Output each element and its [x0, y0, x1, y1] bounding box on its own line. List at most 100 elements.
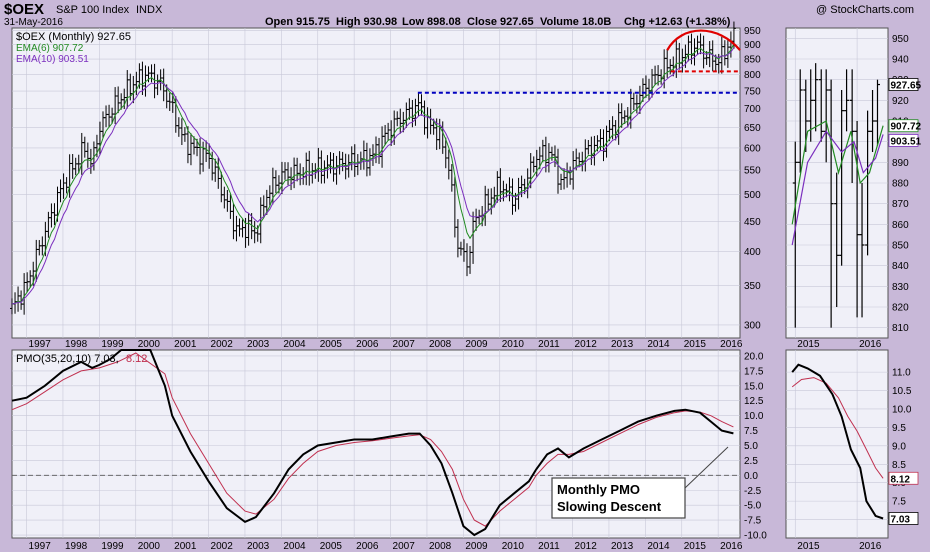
pmo-panel: -10.0 -7.5 -5.0 -2.5 0.0 2.5 5.0 7.5 10.0 12.5 15.…: [11, 349, 767, 552]
pmo-ytick-label: 0.0: [744, 471, 758, 482]
pmozoom-xtick-label: 2015: [797, 541, 820, 552]
price-ytick-label: 500: [744, 190, 761, 201]
callout-pointer: [684, 446, 729, 489]
zoom-ytick-label: 880: [892, 179, 909, 190]
price-ytick-label: 400: [744, 247, 761, 258]
callout-box: [551, 477, 686, 519]
pmo-xtick-label: 2012: [575, 541, 598, 552]
pmo-xtick-label: 2014: [647, 541, 670, 552]
price-ytick-label: 350: [744, 281, 761, 292]
zoom-last-ema6-label: 907.72: [891, 122, 922, 133]
pmo-xtick-label: 2011: [538, 541, 560, 552]
ema10-legend-label: EMA(10) 903.51: [16, 54, 89, 65]
pmo-legend-signal: 8.12: [126, 353, 147, 365]
low-stat: Low 898.08: [402, 16, 461, 28]
zoom-ytick-label: 940: [892, 55, 909, 66]
zoom-last-close-label-box: [888, 78, 919, 91]
pmo-xtick-label: 2003: [247, 541, 270, 552]
pmo-xtick-label: 2000: [138, 541, 161, 552]
close-stat: Close 927.65: [467, 16, 534, 28]
price-ytick-label: 750: [744, 87, 761, 98]
callout-line-1: Monthly PMO: [557, 482, 640, 497]
pmo-xtick-label: 2007: [393, 541, 416, 552]
zoom-ema10-line: [791, 130, 884, 246]
price-panel: 300 350 400 450 500 550 600 650 700 750 800 850 900 9…: [10, 21, 761, 350]
pmo-zoom-panel: 7.07.58.08.59.09.510.010.511.0201520168.…: [785, 349, 919, 552]
ema10-line: [11, 47, 735, 305]
zoom-last-ema10-label-box: [888, 134, 919, 147]
zoom-ytick-label: 860: [892, 220, 909, 231]
pmozoom-ytick-label: 10.5: [892, 386, 912, 397]
price-xtick-label: 2006: [356, 339, 379, 350]
price-xtick-label: 2001: [174, 339, 197, 350]
zoom-ytick-label: 890: [892, 158, 909, 169]
pmo-ytick-label: 2.5: [744, 456, 758, 467]
pmo-ytick-label: -2.5: [744, 486, 762, 497]
pmo-xtick-label: 2002: [211, 541, 234, 552]
price-zoom-panel: 8108208308408508608708808909009109209309…: [785, 27, 922, 350]
watermark: @ StockCharts.com: [816, 4, 914, 16]
pmo-xtick-label: 2006: [356, 541, 379, 552]
price-ytick-label: 550: [744, 166, 761, 177]
pmo-xtick-label: 2001: [174, 541, 197, 552]
price-ytick-label: 450: [744, 217, 761, 228]
price-legend-label: $OEX (Monthly) 927.65: [16, 31, 131, 43]
symbol-title: $OEX: [4, 1, 45, 18]
pmo-xtick-label: 1999: [101, 541, 124, 552]
price-xtick-label: 2000: [138, 339, 161, 350]
open-stat: Open 915.75: [265, 16, 330, 28]
price-ytick-label: 950: [744, 26, 761, 37]
pmozoom-last-pmo-label: 7.03: [891, 514, 911, 525]
pmo-legend-label: PMO(35,20,10) 7.03,: [16, 353, 119, 365]
pmozoom-last-pmo-label-box: [888, 512, 919, 525]
zoom-ytick-label: 830: [892, 282, 909, 293]
price-xtick-label: 1998: [65, 339, 88, 350]
pmo-ytick-label: 5.0: [744, 441, 758, 452]
callout-line-2: Slowing Descent: [557, 499, 662, 514]
pmo-ytick-label: -10.0: [744, 531, 767, 542]
pmo-xtick-label: 2016: [720, 541, 743, 552]
pmozoom-last-signal-label-box: [888, 471, 919, 485]
price-xtick-label: 2014: [647, 339, 670, 350]
date-label: 31-May-2016: [4, 17, 63, 28]
pmo-xtick-label: 2004: [283, 541, 306, 552]
zoom-xtick-label: 2015: [797, 339, 820, 350]
ema6-line: [11, 43, 735, 305]
price-xtick-label: 2016: [720, 339, 743, 350]
price-xtick-label: 2002: [211, 339, 234, 350]
pmo-xtick-label: 1998: [65, 541, 88, 552]
pmo-ytick-label: 12.5: [744, 396, 764, 407]
pmo-ytick-label: 10.0: [744, 411, 764, 422]
pmo-ytick-label: 15.0: [744, 381, 764, 392]
zoom-ytick-label: 870: [892, 199, 909, 210]
price-ytick-label: 650: [744, 123, 761, 134]
price-xtick-label: 2010: [502, 339, 525, 350]
change-stat: Chg +12.63 (+1.38%): [624, 16, 731, 28]
pmo-xtick-label: 2015: [684, 541, 707, 552]
ema6-legend-label: EMA(6) 907.72: [16, 43, 84, 54]
zoom-ema6-line: [791, 120, 884, 225]
price-xtick-label: 2004: [283, 339, 306, 350]
price-ytick-label: 300: [744, 320, 761, 331]
volume-stat: Volume 18.0B: [540, 16, 612, 28]
price-xtick-label: 2007: [393, 339, 416, 350]
high-stat: High 930.98: [336, 16, 398, 28]
zoom-ytick-label: 920: [892, 96, 909, 107]
pmo-xtick-label: 2009: [465, 541, 488, 552]
pmo-xtick-label: 2008: [429, 541, 452, 552]
rounded-top-arc: [666, 29, 741, 51]
pmo-ytick-label: 20.0: [744, 351, 764, 362]
pmozoom-ytick-label: 8.5: [892, 460, 906, 471]
zoom-xtick-label: 2016: [859, 339, 882, 350]
pmo-ytick-label: -5.0: [744, 501, 762, 512]
zoom-ytick-label: 820: [892, 303, 909, 314]
pmo-xtick-label: 2005: [320, 541, 343, 552]
pmo-line: [11, 349, 734, 537]
price-xtick-label: 1999: [101, 339, 124, 350]
price-xtick-label: 2015: [684, 339, 707, 350]
zoom-ytick-label: 850: [892, 241, 909, 252]
zoom-ytick-label: 810: [892, 323, 909, 334]
price-xtick-label: 2005: [320, 339, 343, 350]
